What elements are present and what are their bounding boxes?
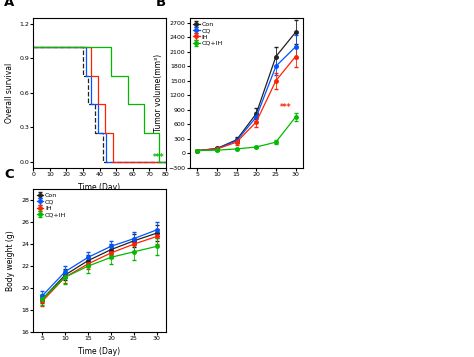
CQ: [95, 131, 100, 135]
X-axis label: Time (Day): Time (Day): [226, 182, 267, 191]
Line: CQ+IH: CQ+IH: [33, 47, 166, 162]
Y-axis label: Tumor volume(mm³): Tumor volume(mm³): [154, 54, 163, 132]
IH: [88, 74, 94, 78]
Vehicle: [91, 102, 98, 106]
X-axis label: Time (Day): Time (Day): [79, 182, 120, 191]
IH: [95, 102, 100, 106]
Vehicle: [100, 131, 106, 135]
IH: [30, 45, 36, 49]
Text: B: B: [155, 0, 165, 9]
Y-axis label: Overall survival: Overall survival: [5, 63, 14, 123]
IH: [82, 45, 87, 49]
Line: CQ: CQ: [33, 47, 166, 162]
Vehicle: [85, 102, 91, 106]
IH: [95, 74, 100, 78]
Y-axis label: Body weight (g): Body weight (g): [7, 230, 16, 291]
CQ+IH: [156, 160, 162, 164]
CQ: [163, 160, 169, 164]
Legend: Con, CQ, IH, CQ+IH: Con, CQ, IH, CQ+IH: [193, 21, 223, 46]
CQ: [83, 74, 89, 78]
Vehicle: [163, 160, 169, 164]
CQ+IH: [156, 131, 162, 135]
Text: ***: ***: [153, 153, 164, 162]
CQ+IH: [141, 102, 147, 106]
CQ: [103, 131, 109, 135]
CQ+IH: [141, 131, 147, 135]
Vehicle: [163, 160, 169, 164]
CQ: [103, 160, 109, 164]
CQ+IH: [108, 45, 114, 49]
Vehicle: [80, 74, 86, 78]
Vehicle: [91, 131, 98, 135]
CQ+IH: [163, 160, 169, 164]
CQ: [88, 74, 94, 78]
Text: C: C: [4, 168, 14, 181]
Text: ***: ***: [280, 103, 292, 112]
CQ+IH: [125, 74, 130, 78]
CQ: [95, 102, 100, 106]
Line: IH: IH: [33, 47, 166, 162]
CQ: [163, 160, 169, 164]
X-axis label: Time (Day): Time (Day): [79, 347, 120, 356]
IH: [110, 160, 116, 164]
CQ+IH: [108, 74, 114, 78]
Vehicle: [77, 45, 82, 49]
IH: [163, 160, 169, 164]
Vehicle: [85, 74, 91, 78]
Legend: Con, CQ, IH, CQ+IH: Con, CQ, IH, CQ+IH: [36, 192, 67, 218]
CQ+IH: [30, 45, 36, 49]
CQ+IH: [93, 45, 99, 49]
CQ: [78, 45, 84, 49]
CQ: [30, 45, 36, 49]
CQ+IH: [163, 160, 169, 164]
CQ+IH: [93, 45, 99, 49]
Vehicle: [80, 45, 86, 49]
IH: [88, 45, 94, 49]
IH: [101, 102, 107, 106]
Text: A: A: [4, 0, 14, 9]
CQ: [83, 45, 89, 49]
Vehicle: [100, 160, 106, 164]
IH: [101, 131, 107, 135]
CQ: [88, 102, 94, 106]
IH: [82, 45, 87, 49]
IH: [110, 131, 116, 135]
Line: Vehicle: Vehicle: [33, 47, 166, 162]
CQ+IH: [125, 102, 130, 106]
Vehicle: [30, 45, 36, 49]
Legend: Vehicle, CQ, IH, CQ+IH: Vehicle, CQ, IH, CQ+IH: [57, 0, 165, 1]
IH: [163, 160, 169, 164]
CQ: [78, 45, 84, 49]
Vehicle: [77, 45, 82, 49]
